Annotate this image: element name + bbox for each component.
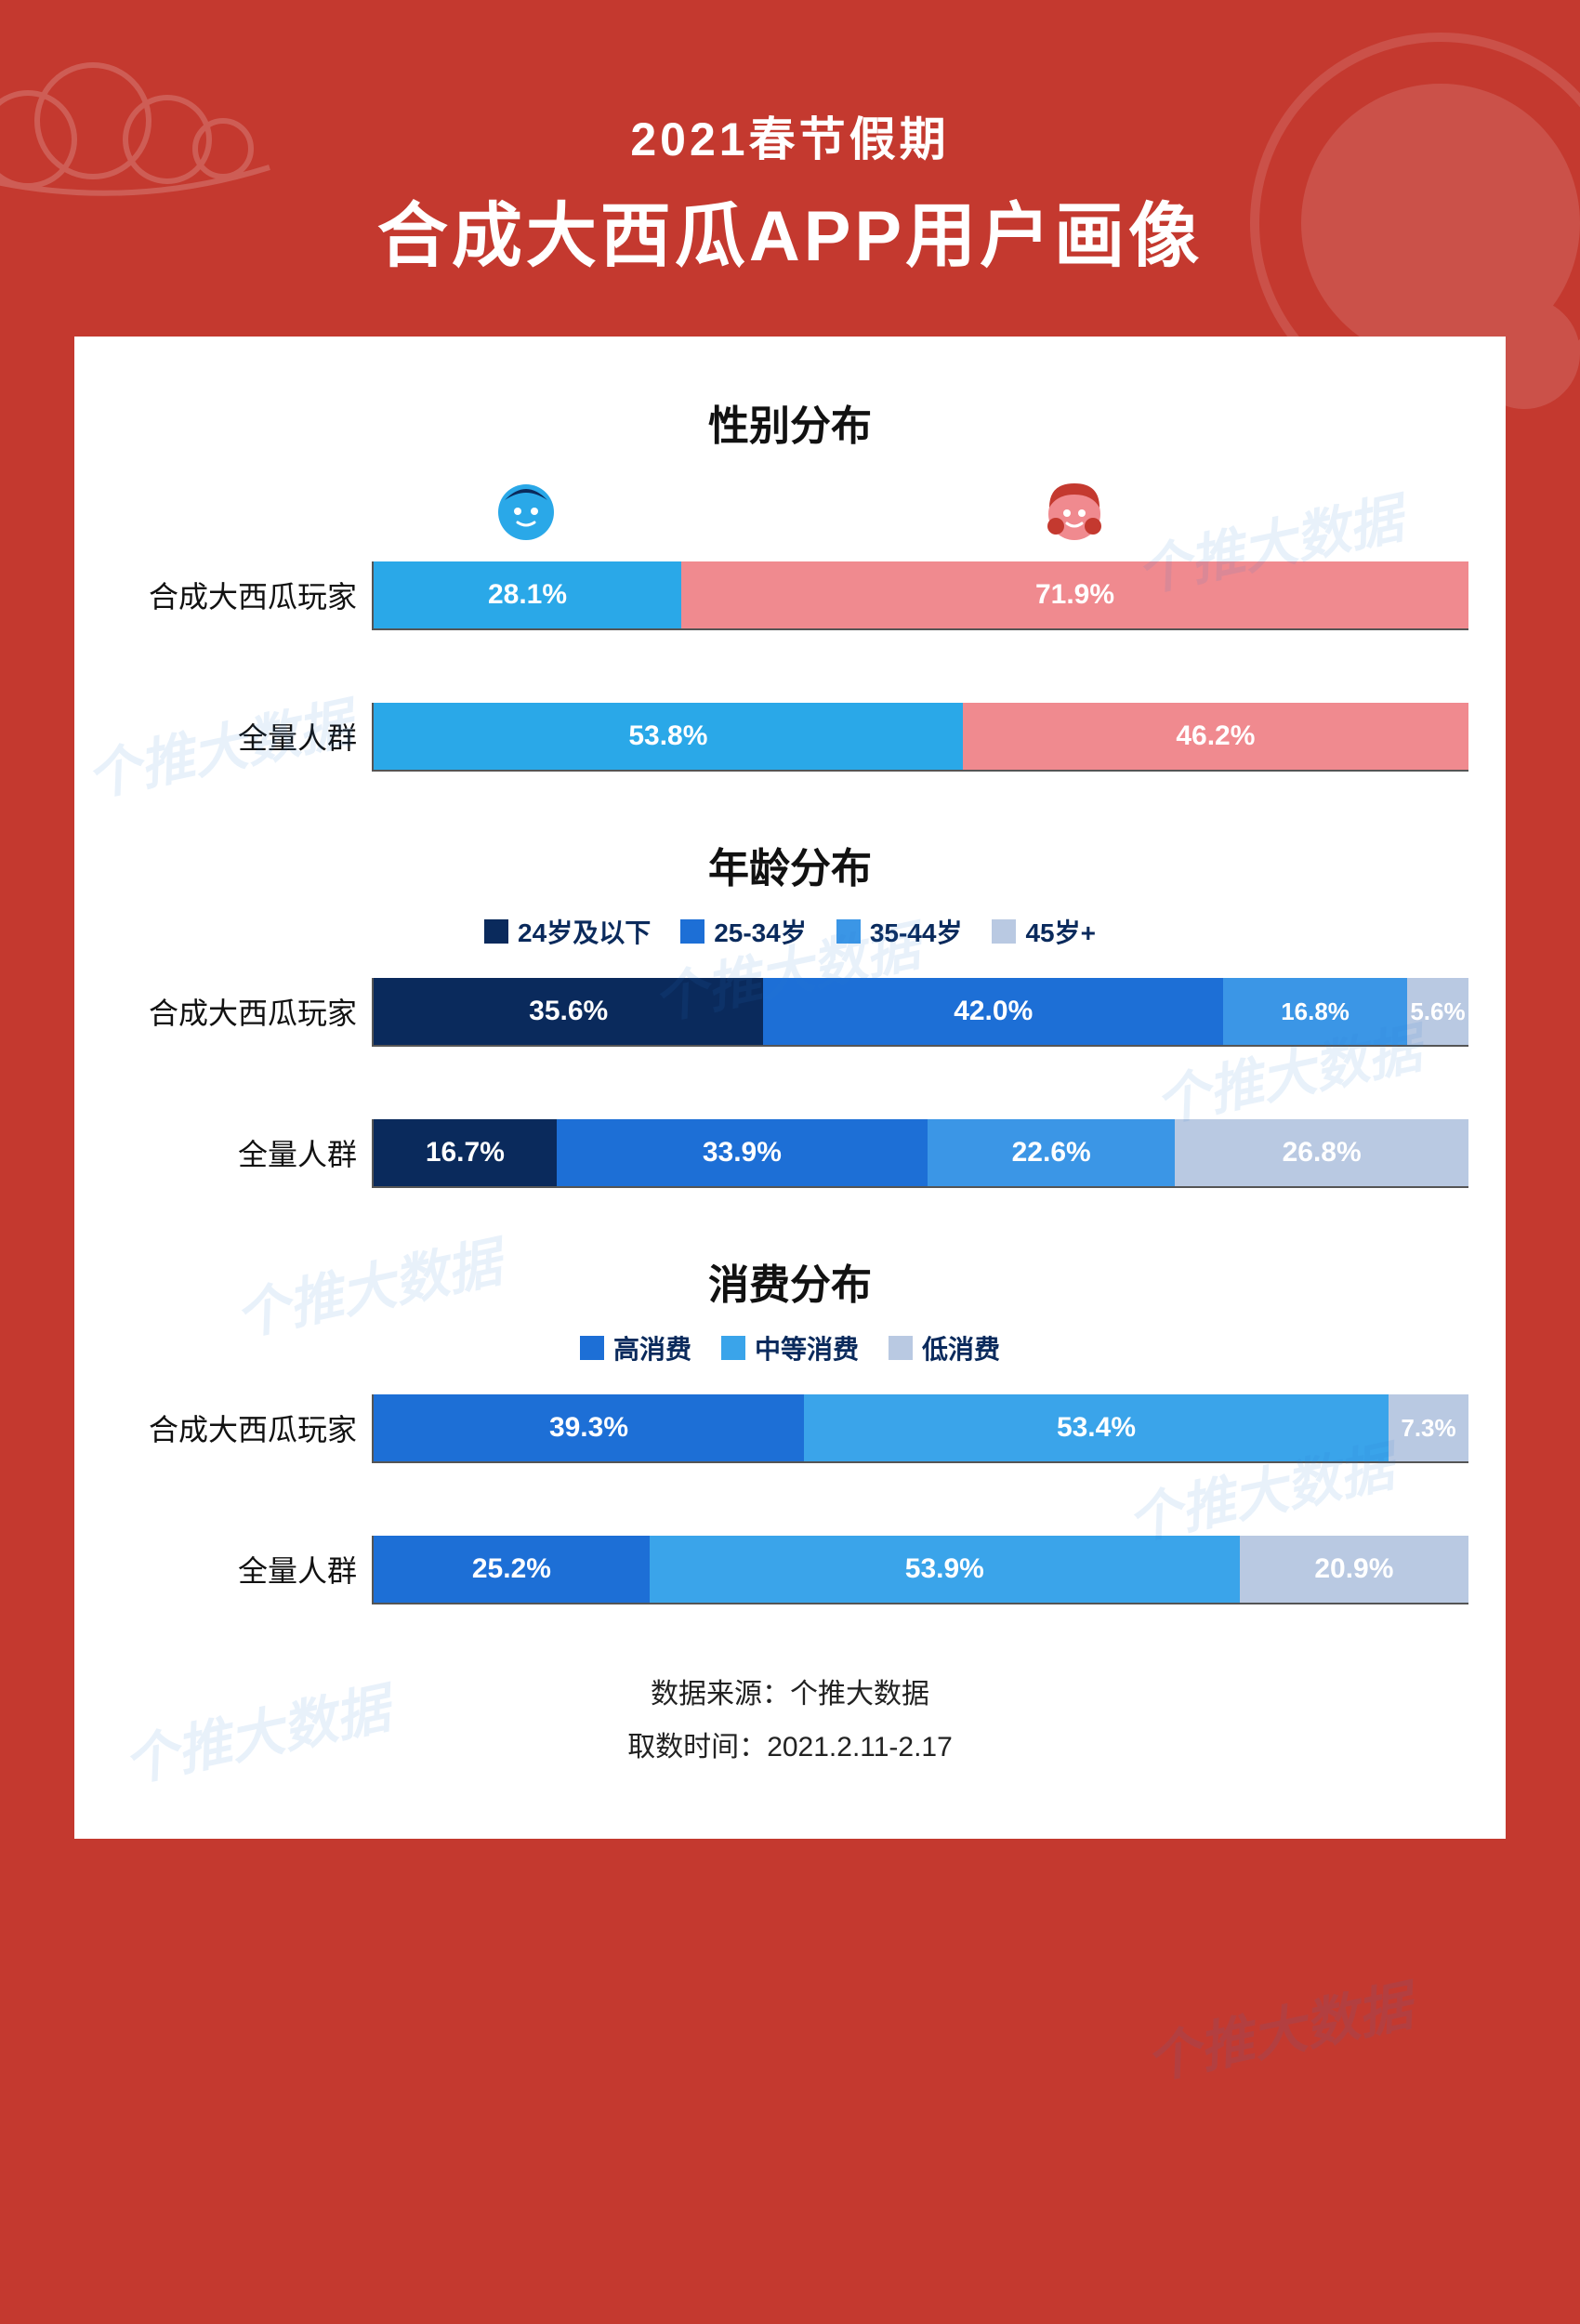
header-title: 合成大西瓜APP用户画像 bbox=[0, 178, 1580, 281]
spend-row: 合成大西瓜玩家39.3%53.4%7.3% bbox=[112, 1394, 1468, 1461]
spend-legend-item: 低消费 bbox=[889, 1329, 1000, 1367]
age-section: 年龄分布 24岁及以下 25-34岁 35-44岁 45岁+ 合成大西瓜玩家35.6%… bbox=[112, 835, 1468, 1186]
female-icon-slot bbox=[680, 480, 1468, 545]
age-legend: 24岁及以下 25-34岁 35-44岁 45岁+ bbox=[112, 913, 1468, 950]
gender-icon-row bbox=[372, 470, 1468, 545]
spend-row-label: 合成大西瓜玩家 bbox=[112, 1406, 372, 1449]
gender-title: 性别分布 bbox=[112, 392, 1468, 452]
footer-time: 取数时间：2021.2.11-2.17 bbox=[112, 1721, 1468, 1774]
header-subtitle: 2021春节假期 bbox=[0, 102, 1580, 169]
age-bar: 35.6%42.0%16.8%5.6% bbox=[372, 978, 1468, 1045]
age-row-label: 全量人群 bbox=[112, 1131, 372, 1174]
gender-row-label: 合成大西瓜玩家 bbox=[112, 574, 372, 616]
gender-segment: 53.8% bbox=[374, 703, 963, 770]
age-title: 年龄分布 bbox=[112, 835, 1468, 894]
age-segment: 26.8% bbox=[1175, 1119, 1468, 1186]
age-bar: 16.7%33.9%22.6%26.8% bbox=[372, 1119, 1468, 1186]
spend-legend-item: 中等消费 bbox=[721, 1329, 859, 1367]
age-legend-item: 24岁及以下 bbox=[484, 913, 651, 950]
legend-swatch bbox=[836, 919, 861, 944]
age-legend-item: 45岁+ bbox=[992, 913, 1096, 950]
watermark: 个推大数据 bbox=[1138, 1962, 1417, 2094]
legend-label: 24岁及以下 bbox=[518, 913, 651, 950]
spend-segment: 7.3% bbox=[1389, 1394, 1468, 1461]
spend-legend: 高消费 中等消费 低消费 bbox=[112, 1329, 1468, 1367]
gender-bar: 53.8%46.2% bbox=[372, 703, 1468, 770]
legend-swatch bbox=[484, 919, 508, 944]
age-row: 全量人群16.7%33.9%22.6%26.8% bbox=[112, 1119, 1468, 1186]
male-icon-slot bbox=[372, 480, 680, 545]
spend-segment: 53.4% bbox=[804, 1394, 1389, 1461]
age-legend-item: 25-34岁 bbox=[680, 913, 807, 950]
spend-title: 消费分布 bbox=[112, 1251, 1468, 1311]
content-panel: 性别分布 合成大西瓜玩家28.1%71.9%全 bbox=[74, 337, 1506, 1839]
gender-row-label: 全量人群 bbox=[112, 715, 372, 758]
legend-swatch bbox=[680, 919, 704, 944]
spend-bar: 25.2%53.9%20.9% bbox=[372, 1536, 1468, 1603]
age-segment: 42.0% bbox=[763, 978, 1223, 1045]
age-segment: 16.8% bbox=[1223, 978, 1407, 1045]
age-row-label: 合成大西瓜玩家 bbox=[112, 990, 372, 1033]
gender-segment: 71.9% bbox=[681, 561, 1468, 628]
header: 2021春节假期 合成大西瓜APP用户画像 bbox=[0, 0, 1580, 337]
gender-section: 性别分布 合成大西瓜玩家28.1%71.9%全 bbox=[112, 392, 1468, 770]
legend-swatch bbox=[721, 1336, 745, 1360]
legend-swatch bbox=[889, 1336, 913, 1360]
footer: 数据来源：个推大数据 取数时间：2021.2.11-2.17 bbox=[112, 1668, 1468, 1774]
spend-segment: 53.9% bbox=[650, 1536, 1240, 1603]
legend-swatch bbox=[580, 1336, 604, 1360]
age-segment: 35.6% bbox=[374, 978, 763, 1045]
legend-label: 35-44岁 bbox=[870, 913, 963, 950]
gender-row: 合成大西瓜玩家28.1%71.9% bbox=[112, 561, 1468, 628]
age-segment: 16.7% bbox=[374, 1119, 557, 1186]
gender-row: 全量人群53.8%46.2% bbox=[112, 703, 1468, 770]
spend-row-label: 全量人群 bbox=[112, 1548, 372, 1591]
spend-bar: 39.3%53.4%7.3% bbox=[372, 1394, 1468, 1461]
spend-section: 消费分布 高消费 中等消费 低消费 合成大西瓜玩家39.3%53.4%7.3% 全量人… bbox=[112, 1251, 1468, 1603]
spend-segment: 39.3% bbox=[374, 1394, 804, 1461]
age-segment: 22.6% bbox=[928, 1119, 1175, 1186]
legend-swatch bbox=[992, 919, 1016, 944]
spend-row: 全量人群25.2%53.9%20.9% bbox=[112, 1536, 1468, 1603]
legend-label: 25-34岁 bbox=[714, 913, 807, 950]
legend-label: 中等消费 bbox=[755, 1329, 859, 1367]
gender-segment: 46.2% bbox=[963, 703, 1468, 770]
age-segment: 5.6% bbox=[1407, 978, 1468, 1045]
female-face-icon bbox=[1042, 480, 1107, 545]
age-legend-item: 35-44岁 bbox=[836, 913, 963, 950]
spend-legend-item: 高消费 bbox=[580, 1329, 691, 1367]
footer-source: 数据来源：个推大数据 bbox=[112, 1668, 1468, 1721]
legend-label: 高消费 bbox=[613, 1329, 691, 1367]
gender-segment: 28.1% bbox=[374, 561, 681, 628]
age-segment: 33.9% bbox=[557, 1119, 928, 1186]
male-face-icon bbox=[494, 480, 559, 545]
age-row: 合成大西瓜玩家35.6%42.0%16.8%5.6% bbox=[112, 978, 1468, 1045]
legend-label: 45岁+ bbox=[1025, 913, 1096, 950]
spend-segment: 25.2% bbox=[374, 1536, 650, 1603]
spend-segment: 20.9% bbox=[1240, 1536, 1468, 1603]
legend-label: 低消费 bbox=[922, 1329, 1000, 1367]
gender-bar: 28.1%71.9% bbox=[372, 561, 1468, 628]
